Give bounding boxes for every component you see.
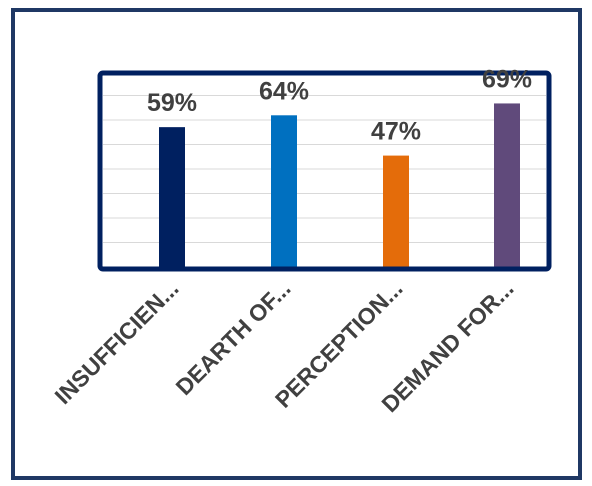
bar <box>383 155 409 267</box>
plot-area-border <box>97 70 552 272</box>
category-tick-labels: INSUFFICIEN...DEARTH OF...PERCEPTION...D… <box>49 275 518 417</box>
bar <box>159 127 185 267</box>
bar <box>494 103 520 267</box>
data-label: 69% <box>482 65 532 93</box>
data-label: 64% <box>259 77 309 105</box>
bar <box>271 115 297 267</box>
category-tick-label: DEARTH OF... <box>171 275 296 400</box>
data-label: 47% <box>371 118 421 146</box>
bars <box>159 103 520 267</box>
category-tick-label: INSUFFICIEN... <box>49 275 183 409</box>
data-labels: 59% 64% 47% 69% <box>147 65 532 145</box>
data-label: 59% <box>147 89 197 117</box>
